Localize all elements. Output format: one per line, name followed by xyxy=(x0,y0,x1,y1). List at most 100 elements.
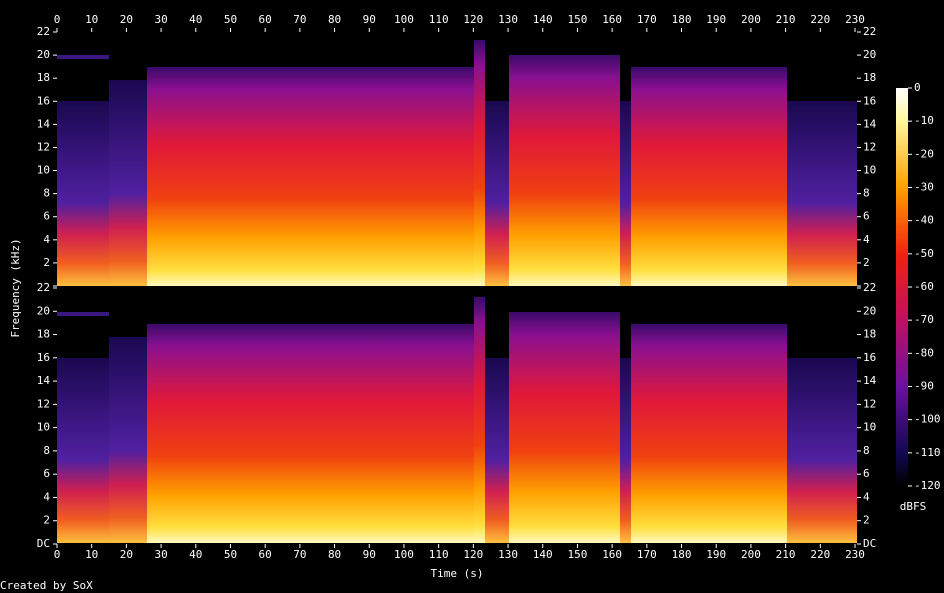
x-tick-label: 50 xyxy=(224,13,237,26)
y-tick-label: 14 xyxy=(37,374,51,387)
y-tick-label: DC xyxy=(37,537,50,550)
x-tick-label: 160 xyxy=(602,13,622,26)
y-tick-label: 2 xyxy=(43,514,50,527)
x-tick-label: 70 xyxy=(293,548,306,561)
y-tick-label: 16 xyxy=(863,351,876,364)
x-tick-label: 210 xyxy=(776,13,796,26)
y-tick-label: 20 xyxy=(863,304,876,317)
y-tick-label: 6 xyxy=(863,210,870,223)
x-tick-label: 70 xyxy=(293,13,306,26)
x-tick-label: 210 xyxy=(776,548,796,561)
x-tick-label: 10 xyxy=(85,548,98,561)
y-tick-label: 10 xyxy=(37,164,50,177)
y-tick-label: 18 xyxy=(37,328,50,341)
y-tick-label: 4 xyxy=(863,490,870,503)
x-tick-label: 170 xyxy=(637,548,657,561)
x-tick-label: 230 xyxy=(845,548,865,561)
y-tick-label: 20 xyxy=(37,304,50,317)
y-tick-label: 22 xyxy=(863,25,876,38)
x-tick-label: 80 xyxy=(328,548,341,561)
x-tick-label: 20 xyxy=(120,548,133,561)
y-tick-label: 10 xyxy=(863,421,876,434)
y-tick-label: 4 xyxy=(43,490,50,503)
colorbar-tick-label: -90 xyxy=(914,380,934,393)
x-tick-label: 100 xyxy=(394,13,414,26)
y-tick-label: 16 xyxy=(37,351,50,364)
colorbar-tick-label: -120 xyxy=(914,479,941,492)
y-tick-label: 6 xyxy=(43,467,50,480)
y-tick-label: 20 xyxy=(863,48,876,61)
x-tick-label: 40 xyxy=(189,548,202,561)
spectrogram-top xyxy=(57,32,857,286)
x-tick-label: 180 xyxy=(672,13,692,26)
x-tick-label: 190 xyxy=(706,13,726,26)
y-tick-label: 20 xyxy=(37,48,50,61)
x-tick-label: 190 xyxy=(706,548,726,561)
x-tick-label: 150 xyxy=(567,548,587,561)
spectrogram-bottom xyxy=(57,289,857,543)
colorbar-tick-label: -10 xyxy=(914,114,934,127)
y-tick-label: 4 xyxy=(863,233,870,246)
y-tick-label: 12 xyxy=(37,397,50,410)
x-tick-label: 90 xyxy=(363,13,376,26)
y-tick-label: 8 xyxy=(863,187,870,200)
colorbar-tick-label: -110 xyxy=(914,446,941,459)
x-axis-label: Time (s) xyxy=(431,567,484,580)
x-tick-label: 40 xyxy=(189,13,202,26)
footer: Created by SoX xyxy=(0,579,93,592)
x-tick-label: 60 xyxy=(259,548,272,561)
y-tick-label: 22 xyxy=(37,281,50,294)
x-tick-label: 230 xyxy=(845,13,865,26)
y-tick-label: 2 xyxy=(863,256,870,269)
colorbar-tick-label: -50 xyxy=(914,247,934,260)
colorbar-tick-label: -70 xyxy=(914,313,934,326)
colorbar-tick-label: -30 xyxy=(914,181,934,194)
y-tick-label: 10 xyxy=(37,421,50,434)
x-tick-label: 120 xyxy=(463,548,483,561)
x-tick-label: 80 xyxy=(328,13,341,26)
colorbar-tick-label: -60 xyxy=(914,280,934,293)
y-tick-label: 2 xyxy=(863,514,870,527)
x-tick-label: 60 xyxy=(259,13,272,26)
x-tick-label: 20 xyxy=(120,13,133,26)
x-tick-label: 170 xyxy=(637,13,657,26)
y-axis-label: Frequency (kHz) xyxy=(9,238,22,337)
x-tick-label: 130 xyxy=(498,13,518,26)
colorbar-tick-label: -20 xyxy=(914,147,934,160)
x-tick-label: 220 xyxy=(810,548,830,561)
y-tick-label: 22 xyxy=(863,281,876,294)
x-tick-label: 30 xyxy=(154,548,167,561)
colorbar xyxy=(896,88,908,486)
y-tick-label: 22 xyxy=(37,25,50,38)
x-tick-label: 160 xyxy=(602,548,622,561)
colorbar-tick-label: -100 xyxy=(914,413,941,426)
colorbar-tick-label: -80 xyxy=(914,346,934,359)
y-tick-label: 8 xyxy=(43,444,50,457)
y-tick-label: 10 xyxy=(863,164,876,177)
y-tick-label: 14 xyxy=(37,117,51,130)
x-tick-label: 0 xyxy=(54,13,61,26)
x-tick-label: 140 xyxy=(533,13,553,26)
x-tick-label: 110 xyxy=(429,548,449,561)
x-tick-label: 220 xyxy=(810,13,830,26)
x-tick-label: 100 xyxy=(394,548,414,561)
y-tick-label: 6 xyxy=(863,467,870,480)
y-tick-label: 6 xyxy=(43,210,50,223)
x-tick-label: 0 xyxy=(54,548,61,561)
x-tick-label: 120 xyxy=(463,13,483,26)
x-tick-label: 90 xyxy=(363,548,376,561)
y-tick-label: 18 xyxy=(863,71,876,84)
x-tick-label: 50 xyxy=(224,548,237,561)
y-tick-label: 16 xyxy=(863,94,876,107)
y-tick-label: 12 xyxy=(863,397,876,410)
y-tick-label: 16 xyxy=(37,94,50,107)
y-tick-label: 2 xyxy=(43,256,50,269)
y-tick-label: 14 xyxy=(863,374,877,387)
x-tick-label: 200 xyxy=(741,13,761,26)
x-tick-label: 140 xyxy=(533,548,553,561)
x-tick-label: 30 xyxy=(154,13,167,26)
y-tick-label: DC xyxy=(863,537,876,550)
y-tick-label: 18 xyxy=(863,328,876,341)
y-tick-label: 12 xyxy=(863,140,876,153)
